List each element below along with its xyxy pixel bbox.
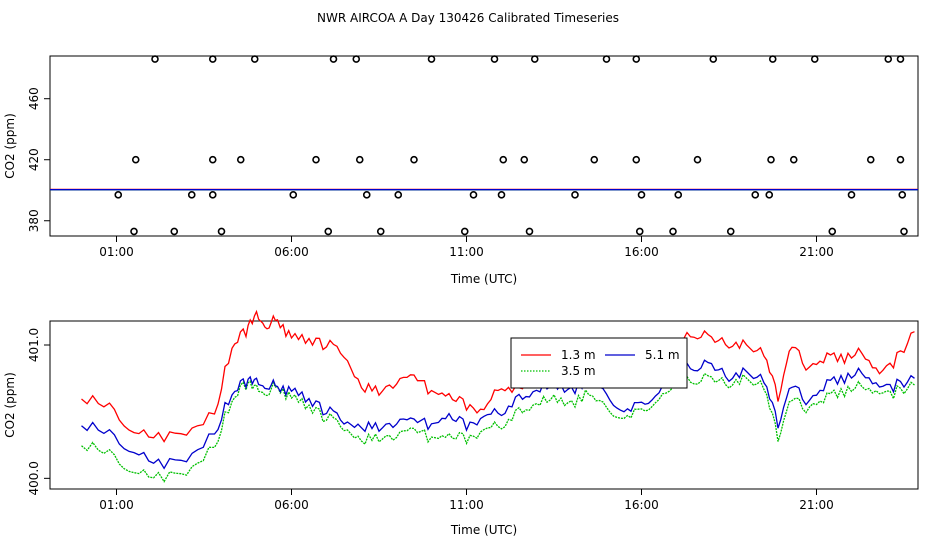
scatter-point: [208, 191, 217, 199]
scatter-point: [810, 55, 819, 63]
scatter-point: [312, 155, 320, 164]
scatter-point: [590, 155, 599, 164]
bottom-xtick-label: 01:00: [99, 498, 134, 512]
top-xtick-label: 16:00: [624, 245, 659, 259]
scatter-point: [170, 227, 179, 236]
scatter-point: [131, 155, 140, 164]
bottom-xtick-label: 21:00: [799, 498, 834, 512]
y-axis-label-bottom: CO2 (ppm): [3, 372, 17, 438]
scatter-point: [376, 227, 385, 236]
scatter-point: [789, 155, 798, 164]
scatter-point: [898, 191, 907, 199]
scatter-point: [602, 55, 611, 63]
scatter-point: [896, 55, 905, 63]
y-axis-label-top: CO2 (ppm): [3, 113, 17, 179]
scatter-point: [635, 227, 644, 236]
plot-frame-bottom: [49, 320, 919, 490]
top-xtick-label: 06:00: [274, 245, 309, 259]
legend-label-3-5m: 3.5 m: [561, 364, 596, 378]
x-axis-label-top: Time (UTC): [450, 272, 517, 286]
scatter-point: [847, 191, 856, 199]
scatter-point: [460, 227, 469, 236]
scatter-point: [632, 155, 641, 164]
scatter-point: [709, 55, 718, 63]
legend-box: [510, 337, 688, 389]
top-xtick-label: 21:00: [799, 245, 834, 259]
legend: 1.3 m 5.1 m 3.5 m: [510, 337, 688, 389]
scatter-point: [866, 155, 875, 164]
series-lines-bottom: [81, 309, 915, 483]
top-xtick-label: 11:00: [449, 245, 484, 259]
bottom-series-line-1-3-m: [81, 309, 915, 443]
scatter-point: [352, 55, 361, 63]
scatter-point: [208, 55, 217, 63]
bottom-ytick-label: 400.0: [27, 461, 41, 495]
legend-label-5-1m: 5.1 m: [645, 348, 680, 362]
scatter-point: [900, 227, 908, 236]
scatter-point: [289, 191, 298, 199]
panel-top-scatter: 01:00 06:00 11:00 16:00 21:00 380 420 460 Time…: [3, 55, 919, 286]
scatter-point: [427, 55, 436, 63]
scatter-point: [329, 55, 338, 63]
scatter-point: [896, 155, 905, 164]
top-ytick-label: 460: [27, 87, 41, 110]
bottom-series-line-5-1-m: [81, 359, 915, 470]
y-axis-bottom: 400.0 401.0: [27, 328, 50, 496]
figure-title: NWR AIRCOA A Day 130426 Calibrated Times…: [317, 11, 619, 25]
scatter-point: [250, 55, 259, 63]
scatter-point: [520, 155, 529, 164]
x-axis-bottom: 01:00 06:00 11:00 16:00 21:00: [99, 489, 834, 512]
scatter-point: [499, 155, 508, 164]
top-ytick-label: 420: [27, 148, 41, 171]
scatter-point: [208, 155, 217, 164]
scatter-point: [637, 191, 646, 199]
scatter-point: [236, 155, 245, 164]
bottom-xtick-label: 16:00: [624, 498, 659, 512]
scatter-point: [394, 191, 403, 199]
bottom-ytick-label: 401.0: [27, 328, 41, 362]
bottom-series-line-3-5-m: [81, 372, 915, 483]
x-axis-label-bottom: Time (UTC): [450, 523, 517, 537]
scatter-points: [114, 55, 908, 236]
top-ytick-label: 380: [27, 209, 41, 232]
scatter-point: [324, 227, 333, 236]
x-axis-top: 01:00 06:00 11:00 16:00 21:00: [99, 236, 834, 259]
scatter-point: [693, 155, 702, 164]
scatter-point: [669, 227, 677, 236]
panel-bottom-lines: 01:00 06:00 11:00 16:00 21:00 400.0 401.0 Tim…: [3, 309, 919, 537]
scatter-point: [114, 191, 123, 199]
scatter-point: [187, 191, 196, 199]
scatter-point: [530, 55, 539, 63]
scatter-point: [497, 191, 506, 199]
bottom-xtick-label: 11:00: [449, 498, 484, 512]
y-axis-top: 380 420 460: [27, 87, 50, 232]
scatter-point: [767, 155, 775, 164]
scatter-point: [490, 55, 499, 63]
scatter-point: [674, 191, 683, 199]
plot-frame-top: [49, 55, 919, 237]
legend-label-1-3m: 1.3 m: [561, 348, 596, 362]
scatter-point: [469, 191, 478, 199]
scatter-point: [355, 155, 364, 164]
scatter-point: [151, 55, 159, 63]
top-xtick-label: 01:00: [99, 245, 134, 259]
scatter-point: [217, 227, 226, 236]
scatter-point: [828, 227, 837, 236]
scatter-point: [751, 191, 760, 199]
scatter-point: [768, 55, 777, 63]
scatter-point: [726, 227, 735, 236]
scatter-point: [765, 191, 774, 199]
scatter-point: [410, 155, 418, 164]
scatter-point: [362, 191, 371, 199]
scatter-point: [525, 227, 534, 236]
scatter-point: [632, 55, 641, 63]
bottom-xtick-label: 06:00: [274, 498, 309, 512]
scatter-point: [130, 227, 138, 236]
scatter-point: [571, 191, 579, 199]
scatter-point: [884, 55, 893, 63]
